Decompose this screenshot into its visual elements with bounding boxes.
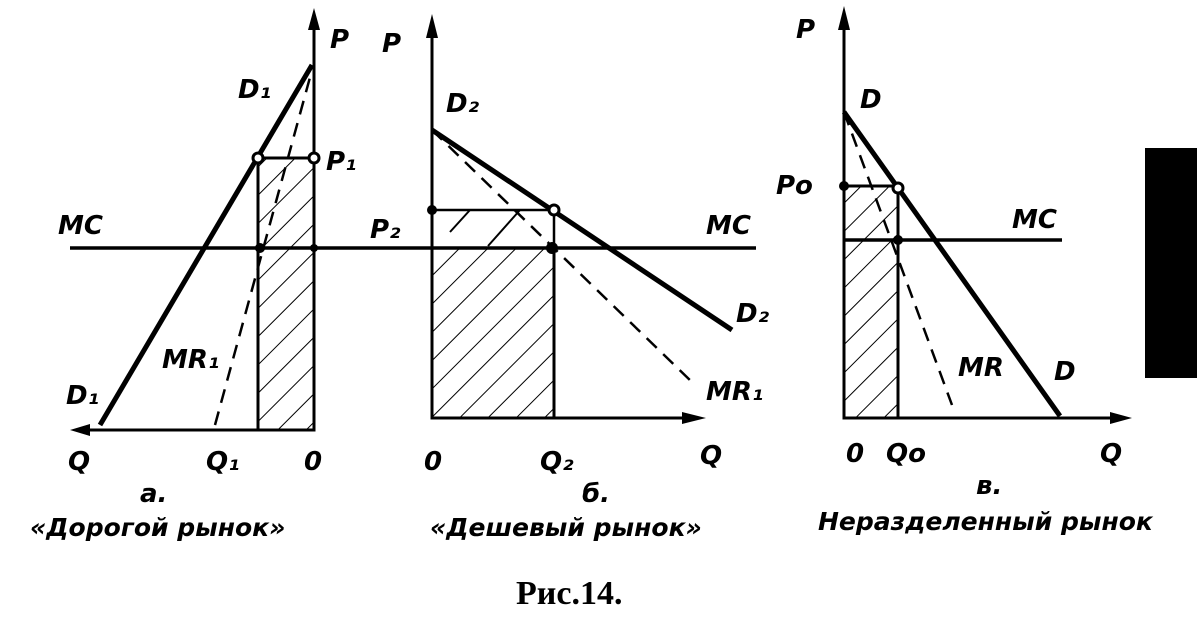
panel-a: P D₁ P₁ MC MR₁ D₁ Q Q₁ 0 а. «Дорогой рын… [30,8,356,542]
panel-a-origin-label: 0 [304,447,322,477]
scan-edge-artifact [1145,148,1197,378]
panel-c-demand-top-label: D [860,85,882,115]
panel-c-quantity-axis-arrow [1110,412,1132,424]
panel-a-mc-label: MC [58,211,103,241]
panel-c-letter: в. [976,471,1002,501]
panel-b-mc-label: MC [706,211,751,241]
panel-c-origin-label: 0 [846,439,864,469]
panel-c-quantity-label: Qо [886,439,926,469]
panel-c-hatched-area [842,184,900,420]
panel-c-price-axis-arrow [838,6,850,30]
panel-b-price-box-hatch-2 [487,209,521,247]
panel-b-price-label: P₂ [370,215,401,245]
panel-c-mr-label: MR [958,353,1004,383]
panel-b-demand-top-label: D₂ [446,89,480,119]
panel-b-mc-intersection [546,242,558,254]
panel-a-demand-top-label: D₁ [238,75,271,105]
panel-c-mc-intersection [893,235,903,245]
figure-caption: Рис.14. [516,575,622,612]
panel-b-price-axis-point [427,205,437,215]
panel-a-equilibrium-point [251,151,265,165]
panel-a-quantity-label: Q₁ [206,447,240,477]
panel-c-price-axis-label: P [796,15,815,45]
panel-b-origin-label: 0 [424,447,442,477]
panel-c-demand-line [841,110,1063,418]
panel-a-quantity-axis-label: Q [68,447,90,477]
panel-b-demand-line [430,127,734,333]
panel-c: P D Pо MC MR D 0 Qо Q в. Неразделенный р… [776,6,1154,536]
panel-a-quantity-axis-arrow [70,424,90,436]
panel-c-demand-end-label: D [1054,357,1076,387]
panel-a-price-axis-arrow [308,8,320,30]
panel-c-mc-label: MC [1012,205,1057,235]
panel-c-demand-point [891,181,905,195]
panel-a-hatched-area [256,156,316,432]
panel-b-demand-point [547,203,561,217]
panel-b-price-axis-label: P [382,29,401,59]
panel-c-caption: Неразделенный рынок [818,507,1154,536]
panel-a-demand-line [97,63,315,427]
panel-b: P D₂ P₂ MC D₂ MR₁ 0 Q₂ Q б. «Дешевый рын… [370,14,770,542]
panel-c-price-axis-point [839,181,849,191]
panel-a-price-point [307,151,321,165]
panel-c-price-label: Pо [776,171,813,201]
panel-b-price-box-hatch [449,209,471,233]
panel-b-quantity-label: Q₂ [540,447,574,477]
panel-a-demand-bottom-label: D₁ [66,381,99,411]
panel-a-letter: а. [140,479,167,509]
panel-a-caption: «Дорогой рынок» [30,513,285,542]
panel-b-quantity-axis-label: Q [700,441,722,471]
panel-a-price-axis-label: P [330,25,349,55]
panel-c-mr-line [842,111,954,406]
panel-a-price-label: P₁ [326,147,356,177]
panel-b-hatched-area [430,246,556,420]
panel-b-demand-end-label: D₂ [736,299,770,329]
panel-b-mr-line [431,129,696,386]
panel-b-caption: «Дешевый рынок» [430,513,702,542]
panel-b-letter: б. [582,479,610,509]
panel-b-quantity-axis-arrow [682,412,706,424]
panel-b-price-axis-arrow [426,14,438,38]
panel-b-mr-label: MR₁ [706,377,763,407]
panel-a-mr-label: MR₁ [162,345,219,375]
panel-c-quantity-axis-label: Q [1100,439,1122,469]
